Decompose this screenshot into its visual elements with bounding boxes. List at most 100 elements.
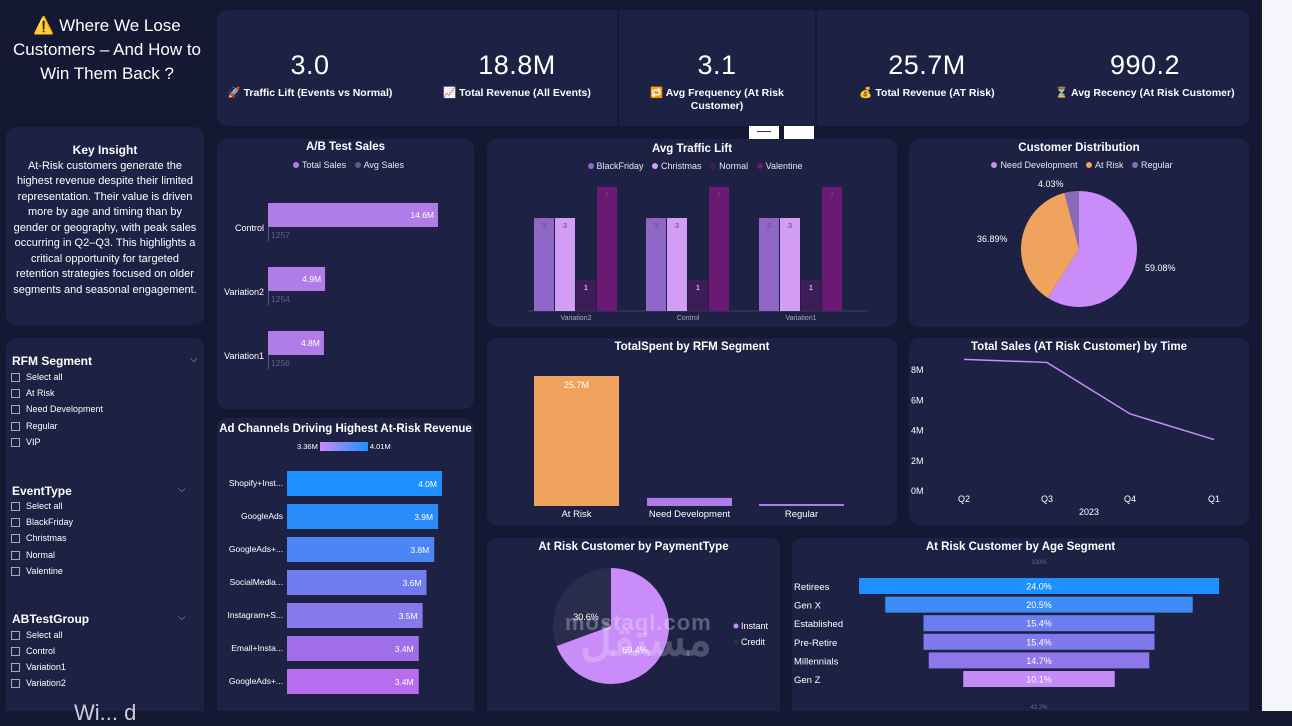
line-series bbox=[963, 358, 1215, 441]
small-button[interactable] bbox=[749, 126, 779, 139]
chevron-down-icon[interactable]: ⌵ bbox=[178, 612, 186, 623]
slicer-option[interactable]: Regular bbox=[11, 421, 58, 431]
kpi-label: Traffic Lift (Events vs Normal) bbox=[243, 87, 393, 99]
chart-title: Customer Distribution bbox=[1018, 142, 1140, 154]
kpi-value: 18.8M bbox=[478, 50, 556, 80]
kpi-value: 3.0 bbox=[290, 50, 330, 80]
data-label: 4 bbox=[605, 190, 609, 199]
watermark-logo: مستقل bbox=[580, 616, 712, 665]
slicer-option[interactable]: Select all bbox=[11, 372, 63, 382]
checkbox[interactable] bbox=[11, 662, 20, 672]
category-label: Variation1 bbox=[224, 351, 264, 361]
y-tick-label: 2M bbox=[911, 456, 924, 466]
checkbox[interactable] bbox=[11, 421, 20, 431]
x-tick-label: Q4 bbox=[1124, 494, 1136, 504]
data-label: 3 bbox=[654, 221, 658, 230]
right-edge-strip bbox=[1262, 0, 1292, 711]
bar-blackfriday bbox=[534, 218, 554, 311]
checkbox[interactable] bbox=[11, 388, 20, 398]
legend-dot bbox=[991, 162, 998, 168]
slicer-option[interactable]: Variation2 bbox=[11, 678, 66, 688]
legend-dot bbox=[1132, 162, 1139, 168]
slicer-option[interactable]: Control bbox=[11, 646, 55, 656]
category-label: Gen X bbox=[794, 601, 822, 612]
customer-distribution-chart: Customer Distribution Need Development A… bbox=[909, 139, 1249, 327]
slicer-option[interactable]: Normal bbox=[11, 550, 55, 560]
slicer-option[interactable]: Christmas bbox=[11, 533, 67, 543]
kpi-total-revenue-events: 18.8M 📈 Total Revenue (All Events) bbox=[432, 10, 602, 126]
bar-total-sales bbox=[268, 267, 326, 291]
category-label: GoogleAds+... bbox=[229, 544, 283, 554]
ab-test-sales-svg: Control 14.6M 1257 Variation2 4.9M 1254 Variat… bbox=[224, 203, 438, 369]
bar-channel bbox=[287, 570, 427, 595]
checkbox[interactable] bbox=[11, 678, 20, 688]
kpi-avg-recency: 990.2 ⏳ Avg Recency (At Risk Customer) bbox=[1047, 10, 1243, 126]
slicer-option[interactable]: Select all bbox=[11, 630, 63, 640]
category-label: Pre-Retire bbox=[794, 638, 837, 649]
partial-caption: Wi... d bbox=[74, 700, 137, 725]
slicer-option[interactable]: VIP bbox=[11, 437, 41, 447]
y-tick-label: 0M bbox=[911, 486, 924, 496]
key-insight-heading: Key Insight bbox=[72, 143, 138, 157]
checkbox[interactable] bbox=[11, 630, 20, 640]
data-label: 3 bbox=[542, 221, 546, 230]
bar-blackfriday bbox=[759, 218, 779, 311]
small-button[interactable] bbox=[784, 126, 814, 139]
category-label: Established bbox=[794, 619, 843, 630]
kpi-label: Total Revenue (All Events) bbox=[459, 87, 591, 99]
checkbox[interactable] bbox=[11, 372, 20, 382]
bar-need-development bbox=[647, 497, 732, 506]
bar-christmas bbox=[667, 218, 687, 311]
y-tick-label: 6M bbox=[911, 395, 924, 405]
sales-by-time-svg: 0M 2M 4M 6M 8M Q2 Q3 Q4 Q1 2023 bbox=[911, 358, 1220, 517]
checkbox[interactable] bbox=[11, 550, 20, 560]
avg-traffic-lift-chart: Avg Traffic Lift BlackFriday Christmas N… bbox=[487, 139, 897, 327]
y-tick-label: 8M bbox=[911, 365, 924, 375]
funnel-bar bbox=[885, 596, 1193, 613]
legend-dot bbox=[293, 162, 300, 168]
chart-legend: BlackFriday Christmas Normal Valentine bbox=[487, 161, 897, 171]
checkbox[interactable] bbox=[11, 566, 20, 576]
slicer-panel: RFM Segment ⌵ Select all At Risk Need De… bbox=[6, 338, 204, 725]
category-label: Millennials bbox=[794, 656, 839, 667]
slicer-option[interactable]: Variation1 bbox=[11, 662, 66, 672]
checkbox[interactable] bbox=[11, 437, 20, 447]
funnel-bar bbox=[923, 615, 1155, 632]
checkbox[interactable] bbox=[11, 501, 20, 511]
checkbox[interactable] bbox=[11, 646, 20, 656]
data-label: 3 bbox=[563, 221, 567, 230]
data-label: 3.4M bbox=[395, 644, 414, 654]
x-tick-label: Q3 bbox=[1041, 494, 1053, 504]
chevron-down-icon[interactable]: ⌵ bbox=[190, 354, 198, 365]
slicer-option[interactable]: BlackFriday bbox=[11, 517, 73, 527]
payment-type-chart: At Risk Customer by PaymentType 69.4% 30.… bbox=[487, 538, 780, 711]
category-label: Variation1 bbox=[785, 315, 816, 322]
data-label: 1257 bbox=[271, 230, 290, 240]
data-label: 24.0% bbox=[1026, 582, 1052, 592]
bar-channel bbox=[287, 537, 435, 562]
sales-by-time-chart: Total Sales (AT Risk Customer) by Time 0… bbox=[909, 338, 1249, 525]
slicer-option[interactable]: Need Development bbox=[11, 404, 103, 414]
slicer-option[interactable]: Valentine bbox=[11, 566, 63, 576]
bar-channel bbox=[287, 636, 419, 661]
category-label: GoogleAds+... bbox=[229, 676, 283, 686]
bar-normal bbox=[801, 280, 821, 311]
key-insight-card: Key Insight At-Risk customers generate t… bbox=[6, 127, 204, 325]
chart-legend: Total Sales Avg Sales bbox=[217, 160, 474, 170]
chevron-down-icon[interactable]: ⌵ bbox=[178, 484, 186, 495]
bar-regular bbox=[759, 503, 844, 506]
category-label: GoogleAds bbox=[241, 511, 283, 521]
funnel-bar bbox=[859, 578, 1219, 594]
slicer-option[interactable]: At Risk bbox=[11, 388, 55, 398]
checkbox[interactable] bbox=[11, 517, 20, 527]
checkbox[interactable] bbox=[11, 533, 20, 543]
checkbox[interactable] bbox=[11, 404, 20, 414]
category-label: Regular bbox=[785, 509, 818, 520]
data-label: 4 bbox=[717, 190, 721, 199]
slicer-option[interactable]: Select all bbox=[11, 501, 63, 511]
data-label: 3.9M bbox=[414, 512, 433, 522]
ab-test-sales-chart: A/B Test Sales Total Sales Avg Sales Con… bbox=[217, 139, 474, 409]
data-label: 36.89% bbox=[977, 234, 1008, 244]
legend-dot bbox=[587, 163, 594, 169]
pie-slice-credit bbox=[553, 568, 611, 646]
